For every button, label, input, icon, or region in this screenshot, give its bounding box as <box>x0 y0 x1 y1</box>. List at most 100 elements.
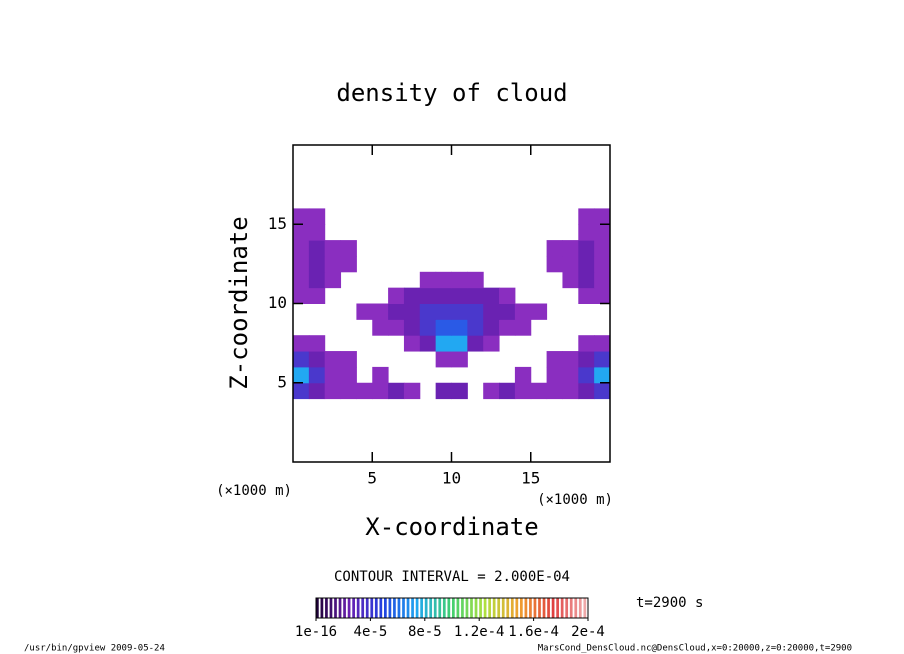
contour-cell <box>578 208 595 225</box>
colorbar-stripe <box>465 598 469 618</box>
contour-cell <box>578 351 595 368</box>
contour-cell <box>388 287 405 304</box>
contour-cell <box>467 287 484 304</box>
contour-cell <box>340 351 357 368</box>
contour-cell <box>562 351 579 368</box>
contour-cell <box>324 255 342 273</box>
colorbar-tick-label: 2e-4 <box>571 624 605 640</box>
colorbar-stripe <box>501 598 505 618</box>
contour-cell <box>451 382 468 400</box>
y-tick-label: 15 <box>268 214 287 233</box>
contour-cell <box>435 382 452 400</box>
contour-cell <box>514 303 532 320</box>
colorbar-stripe <box>452 598 455 618</box>
colorbar-stripe <box>538 598 541 618</box>
footer-left: /usr/bin/gpview 2009-05-24 <box>24 644 165 654</box>
contour-cell <box>451 351 468 368</box>
colorbar-frame <box>315 597 589 619</box>
contour-cell <box>578 224 595 241</box>
colorbar-stripe <box>492 598 496 618</box>
contour-cell <box>293 240 310 257</box>
contour-cell <box>546 240 563 257</box>
contour-cell <box>467 335 484 352</box>
x-axis-label: X-coordinate <box>365 513 538 541</box>
colorbar-stripe <box>402 598 405 618</box>
footer-right: MarsCond_DensCloud.nc@DensCloud,x=0:2000… <box>538 644 852 654</box>
contour-cell <box>308 351 326 368</box>
contour-cell <box>483 335 500 352</box>
colorbar-stripe <box>542 598 546 618</box>
x-tick-label: 15 <box>521 469 540 488</box>
colorbar-stripe <box>438 598 442 618</box>
contour-cell <box>293 208 310 225</box>
colorbar-stripe <box>506 598 510 618</box>
colorbar-stripe <box>565 598 569 618</box>
y-axis-label: Z-coordinate <box>225 216 253 389</box>
colorbar-stripe <box>356 598 360 618</box>
contour-cell <box>451 287 468 304</box>
contour-cell <box>403 382 421 400</box>
contour-cell <box>435 319 452 336</box>
contour-cell <box>578 271 595 289</box>
colorbar-stripe <box>529 598 532 618</box>
colorbar-stripe <box>370 598 374 618</box>
colorbar-stripe <box>361 598 365 618</box>
colorbar-stripe <box>551 598 555 618</box>
colorbar-tick-label: 1e-16 <box>295 624 337 640</box>
colorbar-stripe <box>456 598 460 618</box>
contour-cell <box>356 382 373 400</box>
contour-cell <box>308 271 326 289</box>
contour-cell <box>578 255 595 273</box>
colorbar-stripe <box>524 598 528 618</box>
contour-cell <box>562 366 579 384</box>
contour-cell <box>403 287 421 304</box>
contour-cell <box>451 303 468 320</box>
contour-cell <box>594 255 611 273</box>
contour-cell <box>308 382 326 400</box>
contour-cell <box>419 319 437 336</box>
contour-cell <box>514 366 532 384</box>
contour-cell <box>546 255 563 273</box>
y-unit: (×1000 m) <box>216 483 292 499</box>
contour-note: CONTOUR INTERVAL = 2.000E-04 <box>334 569 570 585</box>
contour-cell <box>403 319 421 336</box>
colorbar-stripe <box>320 598 324 618</box>
colorbar-stripe <box>415 598 419 618</box>
contour-cell <box>403 335 421 352</box>
contour-cell <box>451 335 468 352</box>
contour-cell <box>308 287 326 304</box>
colorbar-stripe <box>470 598 473 618</box>
contour-cell <box>499 287 516 304</box>
contour-cell <box>594 208 611 225</box>
contour-cell <box>372 366 389 384</box>
colorbar-stripe <box>560 598 564 618</box>
contour-cell <box>578 287 595 304</box>
colorbar-tick-label: 1.2e-4 <box>454 624 505 640</box>
colorbar-stripe <box>388 598 392 618</box>
contour-cell <box>308 255 326 273</box>
contour-cell <box>403 303 421 320</box>
colorbar-tick-label: 8e-5 <box>408 624 442 640</box>
contour-cell <box>324 240 342 257</box>
contour-cell <box>483 382 500 400</box>
contour-cell <box>594 224 611 241</box>
colorbar-stripe <box>433 598 437 618</box>
contour-cell <box>562 382 579 400</box>
contour-cell <box>578 240 595 257</box>
colorbar-stripe <box>411 598 414 618</box>
colorbar-stripe <box>547 598 550 618</box>
colorbar-stripe <box>533 598 537 618</box>
colorbar-stripe <box>334 598 337 618</box>
y-tick-label: 10 <box>268 293 287 312</box>
contour-cell <box>324 351 342 368</box>
contour-cell <box>293 224 310 241</box>
colorbar-stripe <box>520 598 523 618</box>
contour-cell <box>594 271 611 289</box>
contour-cell <box>514 382 532 400</box>
time-label: t=2900 s <box>636 595 703 611</box>
contour-cell <box>340 240 357 257</box>
contour-cell <box>308 366 326 384</box>
contour-cell <box>372 382 389 400</box>
contour-cell <box>293 382 310 400</box>
